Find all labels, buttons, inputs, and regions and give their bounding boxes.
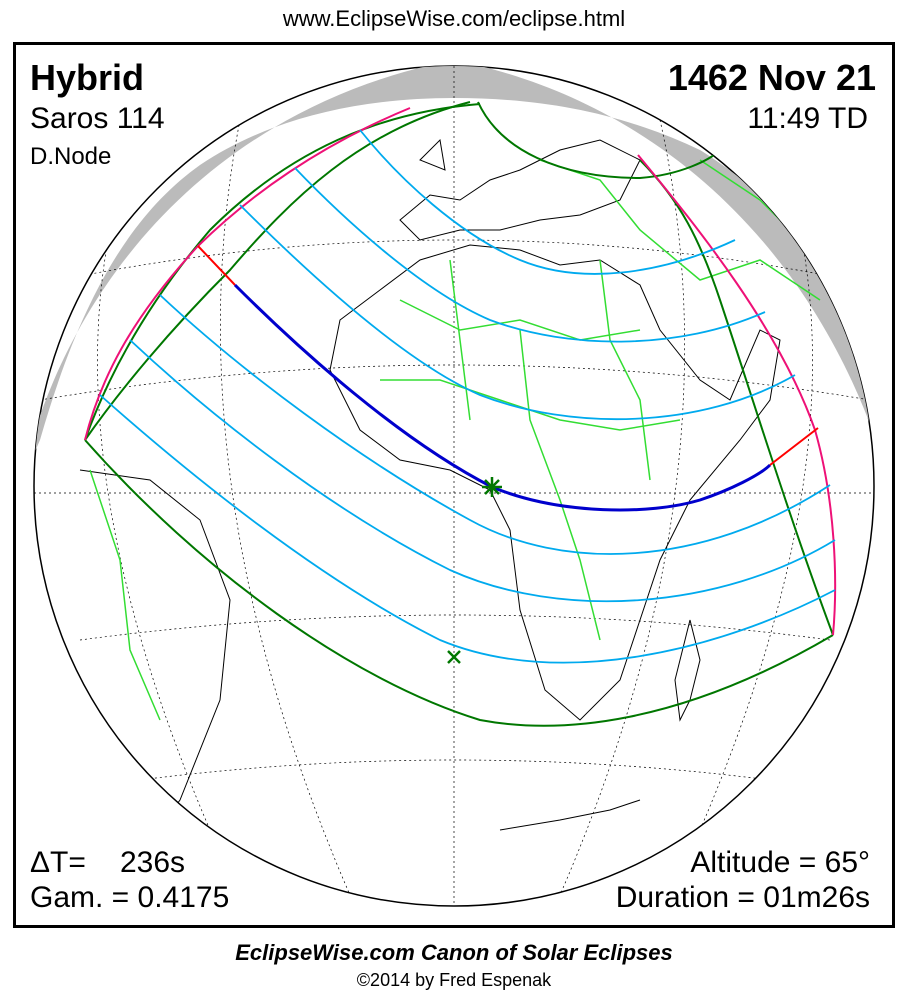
duration: Duration = 01m26s — [615, 881, 870, 914]
northern-penumbral-limit — [84, 107, 411, 441]
greatest-duration-x-icon — [447, 650, 461, 664]
southern-penumbral-limit — [637, 154, 837, 636]
coastlines — [79, 138, 781, 841]
delta-t-label: ΔT= — [30, 846, 86, 879]
central-line-red-east — [769, 427, 819, 466]
gamma: Gam. = 0.4175 — [30, 881, 230, 914]
source-url: www.EclipseWise.com/eclipse.html — [282, 6, 626, 31]
central-line-red-west — [197, 245, 236, 286]
eclipse-time: 11:49 TD — [747, 102, 868, 135]
eclipse-type: Hybrid — [30, 57, 145, 98]
footer-copyright: ©2014 by Fred Espenak — [356, 970, 552, 990]
delta-t-value: 236s — [120, 846, 186, 879]
graticule — [34, 66, 874, 906]
eclipse-date: 1462 Nov 21 — [667, 57, 876, 98]
node: D.Node — [30, 143, 112, 170]
altitude: Altitude = 65° — [690, 846, 870, 879]
map-frame — [13, 42, 895, 928]
saros-number: Saros 114 — [30, 102, 165, 135]
footer-title: EclipseWise.com Canon of Solar Eclipses — [235, 940, 673, 965]
greatest-eclipse-star-icon — [482, 477, 502, 497]
penumbral-boundaries — [84, 101, 834, 727]
penumbral-contours — [99, 129, 836, 664]
central-line — [233, 283, 772, 512]
